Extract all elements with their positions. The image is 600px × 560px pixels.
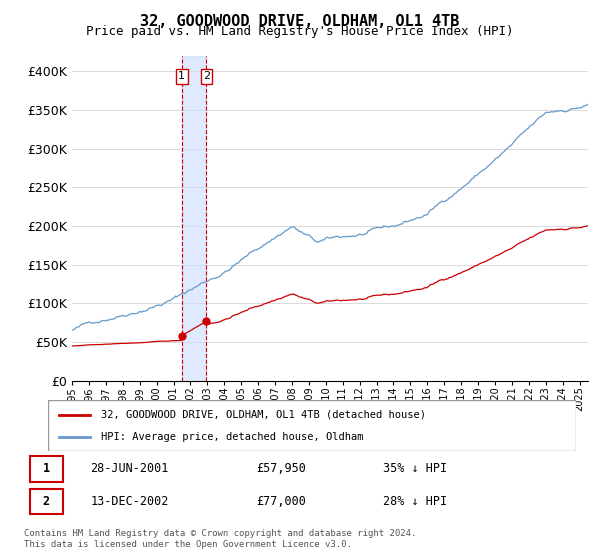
Text: 13-DEC-2002: 13-DEC-2002 [90,494,169,508]
Text: 2: 2 [43,494,50,508]
Text: 32, GOODWOOD DRIVE, OLDHAM, OL1 4TB: 32, GOODWOOD DRIVE, OLDHAM, OL1 4TB [140,14,460,29]
Text: 32, GOODWOOD DRIVE, OLDHAM, OL1 4TB (detached house): 32, GOODWOOD DRIVE, OLDHAM, OL1 4TB (det… [101,409,426,419]
Text: 2: 2 [203,72,210,81]
Text: 1: 1 [43,463,50,475]
Text: HPI: Average price, detached house, Oldham: HPI: Average price, detached house, Oldh… [101,432,364,442]
Text: 35% ↓ HPI: 35% ↓ HPI [383,463,447,475]
Text: £57,950: £57,950 [256,463,306,475]
Text: 1: 1 [178,72,185,81]
FancyBboxPatch shape [29,488,62,514]
Text: 28-JUN-2001: 28-JUN-2001 [90,463,169,475]
Text: 28% ↓ HPI: 28% ↓ HPI [383,494,447,508]
Text: Contains HM Land Registry data © Crown copyright and database right 2024.
This d: Contains HM Land Registry data © Crown c… [24,529,416,549]
FancyBboxPatch shape [48,400,576,451]
Bar [182,56,206,381]
FancyBboxPatch shape [29,456,62,482]
Text: Price paid vs. HM Land Registry's House Price Index (HPI): Price paid vs. HM Land Registry's House … [86,25,514,38]
Text: £77,000: £77,000 [256,494,306,508]
